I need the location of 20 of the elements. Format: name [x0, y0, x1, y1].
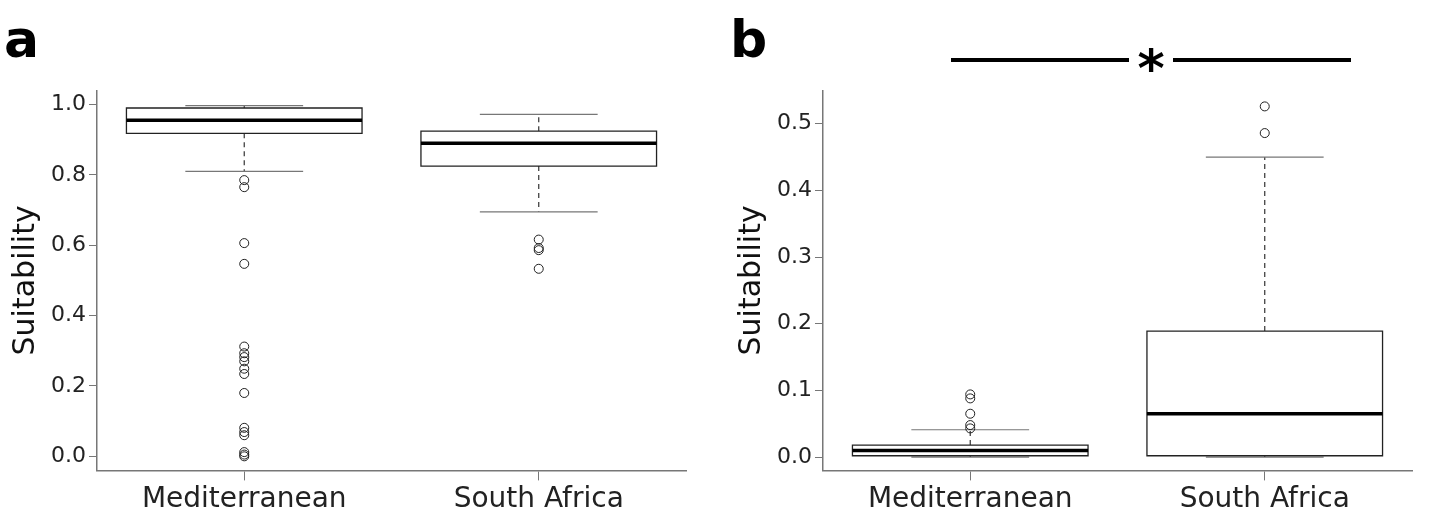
y-tick-label: 1.0	[50, 90, 86, 116]
x-tick-label: Mediterranean	[141, 481, 347, 515]
chart-title: b	[730, 8, 768, 69]
chart-title: a	[4, 8, 40, 69]
x-tick-label: South Africa	[1179, 481, 1350, 515]
y-tick-label: 0.4	[776, 176, 812, 202]
x-tick-label: Mediterranean	[867, 481, 1073, 515]
y-tick-label: 0.3	[776, 242, 812, 268]
y-tick-label: 0.2	[776, 309, 812, 335]
y-axis-title: Suitability	[5, 205, 41, 356]
y-tick-label: 0.5	[776, 109, 812, 135]
y-tick-label: 0.6	[50, 230, 86, 256]
y-tick-label: 0.1	[776, 376, 812, 402]
x-tick-label: South Africa	[453, 481, 624, 515]
y-tick-label: 0.0	[776, 442, 812, 468]
y-tick-label: 0.0	[50, 442, 86, 468]
y-tick-label: 0.8	[50, 160, 86, 186]
y-axis-title: Suitability	[731, 205, 767, 356]
y-tick-label: 0.2	[50, 371, 86, 397]
y-tick-label: 0.4	[50, 301, 86, 327]
